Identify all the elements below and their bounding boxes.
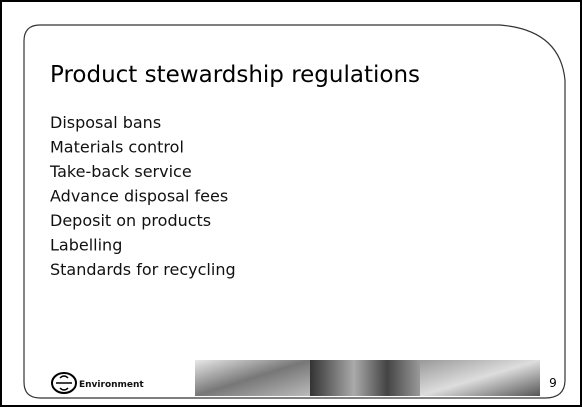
slide-title: Product stewardship regulations [50, 62, 420, 88]
footer-image [420, 360, 540, 396]
slide-page: Product stewardship regulations Disposal… [0, 0, 582, 407]
footer-images [195, 360, 540, 396]
bullet-item: Deposit on products [50, 211, 211, 230]
footer-image [310, 360, 420, 396]
bullet-item: Standards for recycling [50, 260, 236, 279]
bullet-item: Labelling [50, 236, 122, 255]
logo-text: Environment [79, 380, 144, 390]
page-number: 9 [549, 376, 557, 390]
footer-image [195, 360, 310, 396]
bullet-item: Advance disposal fees [50, 187, 228, 206]
bullet-item: Take-back service [49, 162, 192, 181]
bullet-item: Materials control [50, 138, 184, 157]
bullet-item: Disposal bans [50, 113, 161, 132]
